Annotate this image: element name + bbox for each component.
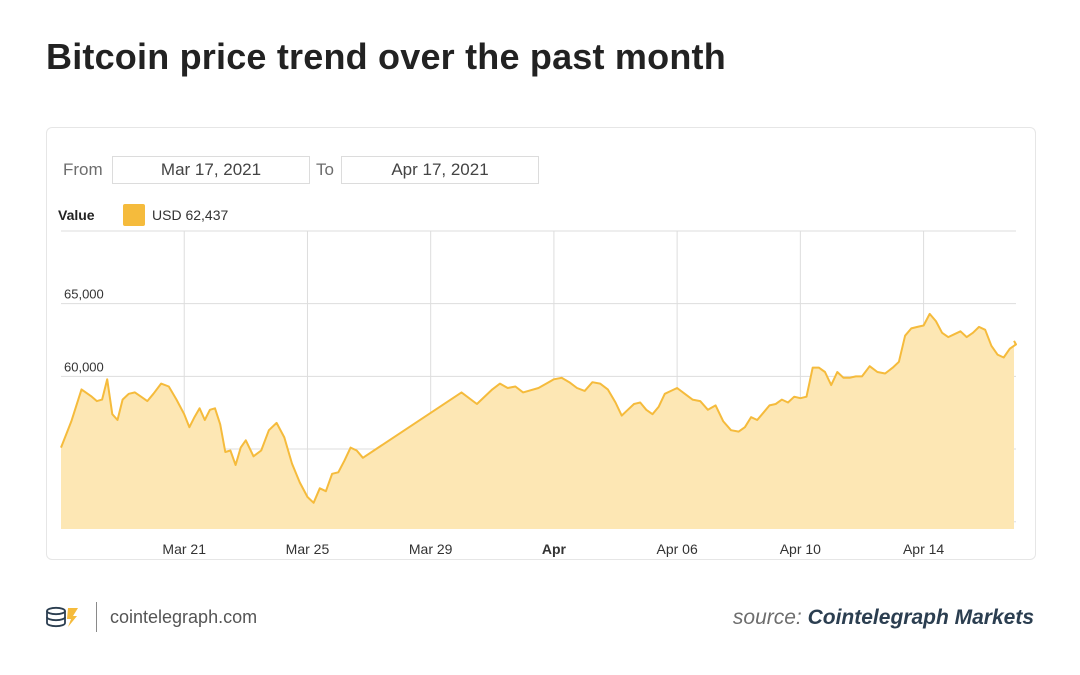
legend-swatch bbox=[123, 204, 145, 226]
from-date-input[interactable]: Mar 17, 2021 bbox=[112, 156, 310, 184]
x-tick-label: Apr 10 bbox=[780, 541, 821, 557]
y-tick-label: 60,000 bbox=[64, 359, 104, 374]
to-label: To bbox=[316, 160, 334, 179]
x-tick-label: Mar 29 bbox=[409, 541, 453, 557]
source-prefix: source: bbox=[732, 606, 802, 629]
legend-series-label: USD 62,437 bbox=[152, 207, 229, 223]
from-label: From bbox=[63, 160, 103, 179]
cointelegraph-logo-icon bbox=[44, 604, 82, 635]
footer-divider bbox=[96, 602, 97, 632]
series-line bbox=[60, 312, 1017, 504]
x-tick-label: Mar 21 bbox=[162, 541, 206, 557]
page-title: Bitcoin price trend over the past month bbox=[46, 36, 726, 77]
legend-value-label: Value bbox=[58, 207, 95, 223]
to-date-input[interactable]: Apr 17, 2021 bbox=[341, 156, 539, 184]
x-tick-label: Mar 25 bbox=[286, 541, 330, 557]
x-tick-label: Apr 06 bbox=[657, 541, 698, 557]
source-name: Cointelegraph Markets bbox=[807, 606, 1034, 629]
footer-site-link[interactable]: cointelegraph.com bbox=[110, 607, 258, 627]
y-tick-label: 65,000 bbox=[64, 287, 104, 302]
x-tick-label: Apr bbox=[542, 541, 567, 557]
x-tick-label: Apr 14 bbox=[903, 541, 944, 557]
series-area bbox=[61, 313, 1016, 529]
footer-source: source: Cointelegraph Markets bbox=[733, 606, 1034, 630]
